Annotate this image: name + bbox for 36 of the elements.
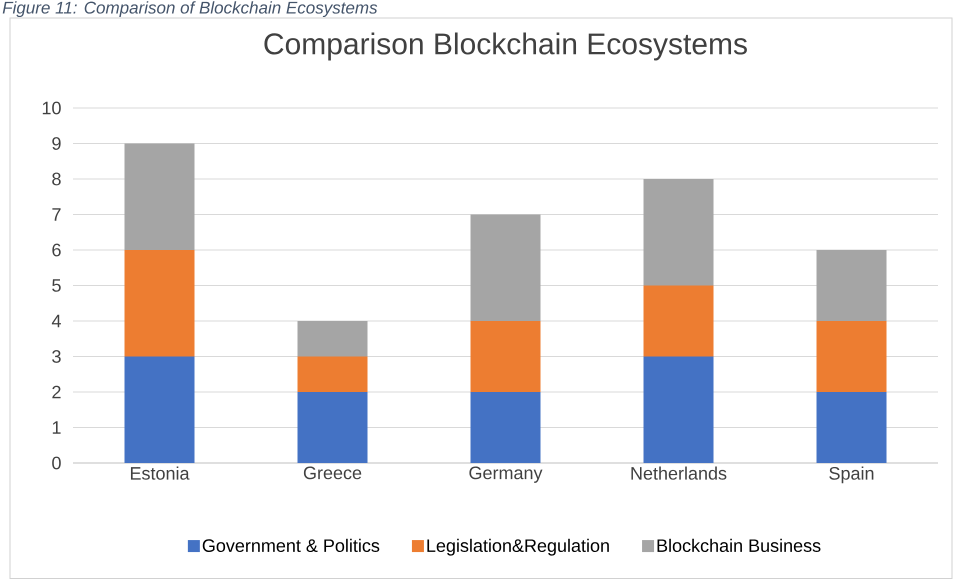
x-tick-label: Netherlands (631, 466, 726, 480)
legend-label: Legislation&Regulation (427, 538, 609, 556)
x-tick-label: Estonia (130, 466, 190, 480)
y-tick-label: 8 (52, 172, 61, 186)
legend-label: Government & Politics (202, 538, 380, 552)
bar (298, 321, 368, 356)
bar (816, 321, 887, 392)
y-tick-label: 3 (52, 350, 61, 363)
y-tick-label: 4 (52, 314, 61, 328)
bar (470, 321, 541, 392)
bar (644, 286, 714, 356)
bar (816, 392, 887, 463)
y-tick-label: 1 (52, 421, 61, 434)
bar (816, 250, 887, 321)
bar (124, 356, 195, 463)
x-tick-label: Germany (469, 466, 542, 483)
x-tick-label: Greece (304, 466, 362, 480)
bar (124, 250, 195, 356)
bar (470, 392, 541, 463)
caption: Figure 11: Comparison of Blockchain Ecosystems (2, 1, 378, 18)
bar (298, 392, 368, 463)
y-tick-label: 0 (52, 456, 61, 470)
y-tick-label: 9 (52, 137, 61, 150)
bar (644, 356, 714, 463)
y-tick-label: 10 (42, 102, 61, 114)
y-tick-label: 7 (52, 208, 61, 221)
x-tick-label: Spain (829, 466, 874, 484)
bar (644, 179, 714, 286)
y-tick-label: 5 (52, 279, 61, 292)
legend-label: Blockchain Business (658, 538, 820, 552)
bar (124, 144, 195, 250)
y-tick-label: 2 (52, 386, 61, 398)
bar (470, 214, 541, 321)
chart-title: Comparison Blockchain Ecosystems (264, 32, 747, 60)
bar (298, 356, 368, 392)
y-tick-label: 6 (52, 244, 61, 256)
